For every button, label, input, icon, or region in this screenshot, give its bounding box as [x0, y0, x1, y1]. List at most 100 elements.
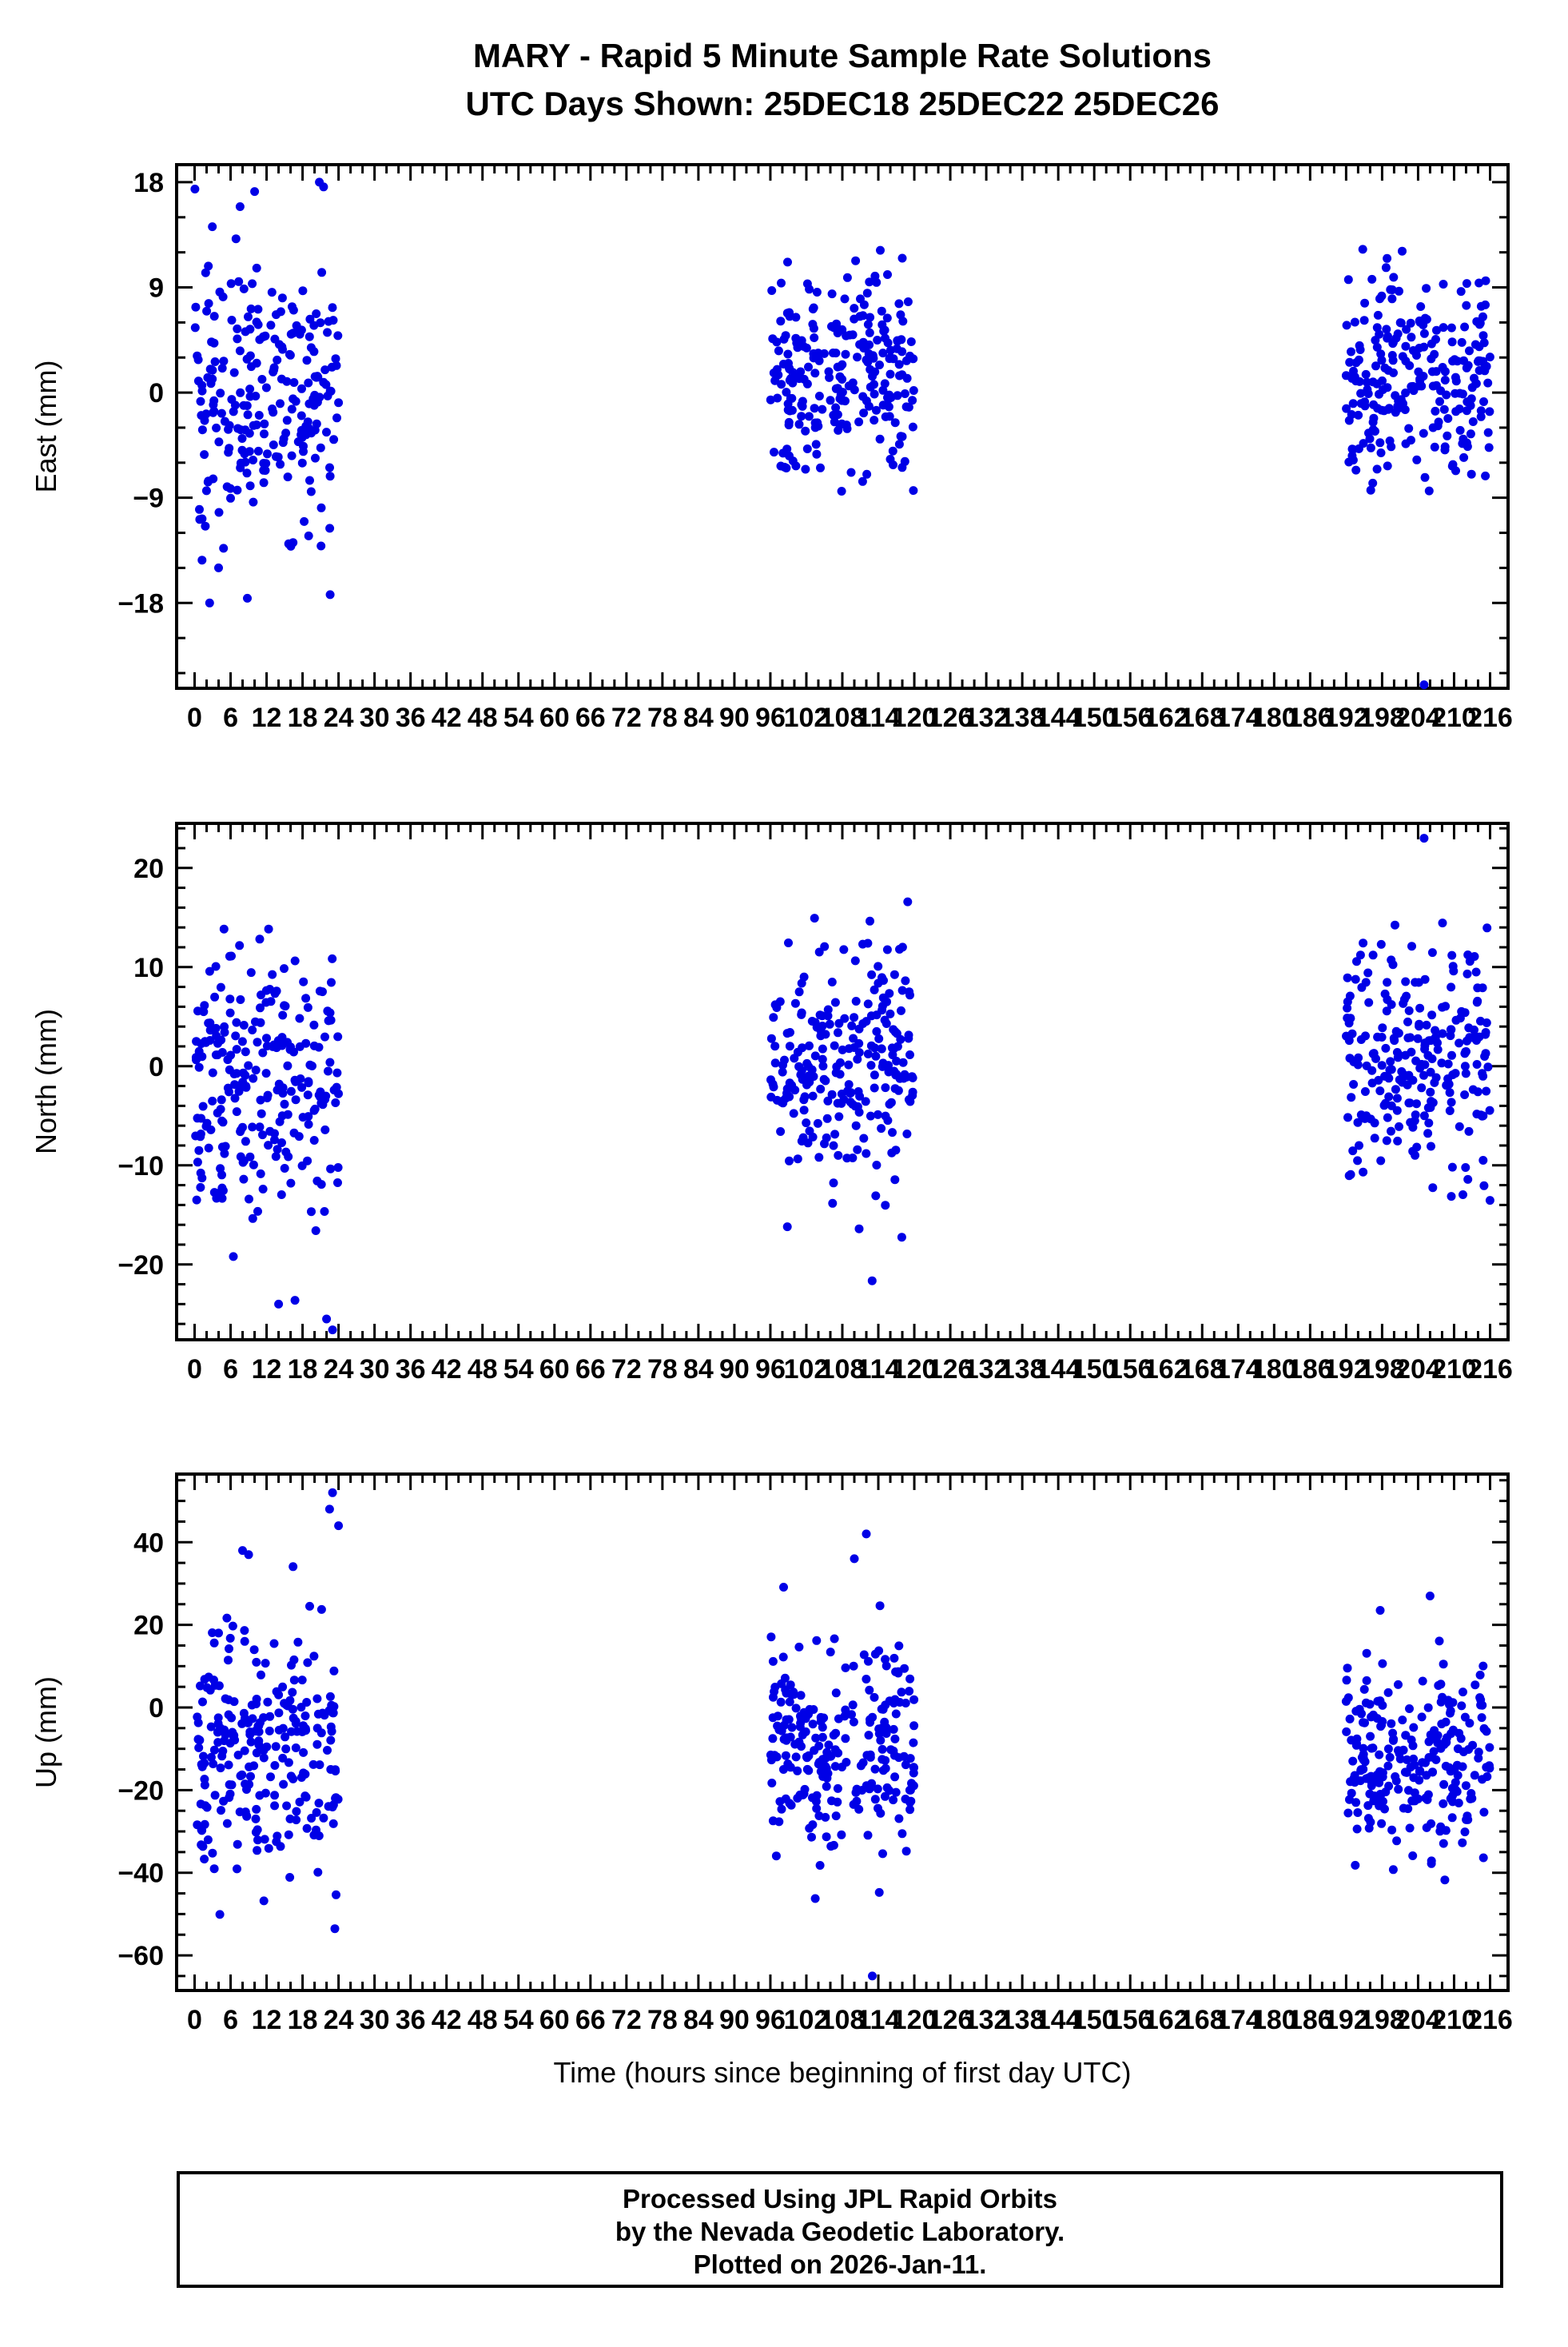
svg-text:24: 24	[324, 1354, 354, 1385]
svg-text:6: 6	[223, 1354, 238, 1385]
svg-text:42: 42	[432, 703, 462, 733]
svg-text:−10: −10	[117, 1151, 164, 1181]
svg-text:144: 144	[1036, 1354, 1081, 1385]
svg-text:36: 36	[396, 703, 426, 733]
svg-text:144: 144	[1036, 703, 1081, 733]
svg-text:48: 48	[468, 703, 498, 733]
svg-text:24: 24	[324, 703, 354, 733]
svg-text:42: 42	[432, 2005, 462, 2035]
svg-text:20: 20	[133, 1611, 164, 1641]
svg-text:204: 204	[1395, 1354, 1441, 1385]
svg-text:−20: −20	[117, 1775, 164, 1806]
svg-text:126: 126	[928, 703, 973, 733]
east-points	[190, 177, 1494, 690]
svg-text:60: 60	[539, 2005, 570, 2035]
svg-text:12: 12	[252, 2005, 282, 2035]
svg-text:40: 40	[133, 1528, 164, 1558]
svg-text:120: 120	[892, 1354, 937, 1385]
svg-text:−9: −9	[133, 484, 164, 514]
svg-text:0: 0	[187, 1354, 202, 1385]
svg-text:210: 210	[1431, 2005, 1477, 2035]
svg-text:96: 96	[755, 2005, 786, 2035]
svg-text:174: 174	[1216, 1354, 1261, 1385]
svg-text:72: 72	[611, 1354, 642, 1385]
plot-title: MARY - Rapid 5 Minute Sample Rate Soluti…	[177, 32, 1508, 128]
svg-text:108: 108	[820, 1354, 866, 1385]
svg-text:180: 180	[1252, 2005, 1297, 2035]
plot-title-line2: UTC Days Shown: 25DEC18 25DEC22 25DEC26	[465, 85, 1220, 122]
svg-text:132: 132	[964, 1354, 1009, 1385]
svg-text:9: 9	[149, 273, 164, 304]
svg-text:156: 156	[1108, 703, 1153, 733]
svg-text:126: 126	[928, 2005, 973, 2035]
svg-text:18: 18	[288, 2005, 318, 2035]
svg-text:18: 18	[288, 703, 318, 733]
svg-text:192: 192	[1323, 2005, 1369, 2035]
svg-text:138: 138	[1000, 703, 1045, 733]
svg-text:186: 186	[1287, 2005, 1333, 2035]
svg-text:0: 0	[149, 378, 164, 408]
svg-text:204: 204	[1395, 703, 1441, 733]
svg-text:120: 120	[892, 703, 937, 733]
svg-text:30: 30	[360, 1354, 390, 1385]
footer-line3: Plotted on 2026-Jan-11.	[693, 2249, 987, 2279]
svg-text:150: 150	[1072, 1354, 1117, 1385]
svg-text:162: 162	[1144, 2005, 1189, 2035]
svg-text:78: 78	[647, 703, 678, 733]
svg-text:84: 84	[683, 703, 714, 733]
svg-text:108: 108	[820, 2005, 866, 2035]
svg-text:138: 138	[1000, 2005, 1045, 2035]
footer-box: Processed Using JPL Rapid Orbits by the …	[177, 2171, 1503, 2288]
svg-text:30: 30	[360, 703, 390, 733]
svg-text:0: 0	[149, 1693, 164, 1723]
up-panel: 0 6 12 18 24 30 36 42 48 54 60 66 72 78 84 90 9610210811…	[30, 1472, 1513, 2035]
svg-text:114: 114	[857, 2005, 901, 2035]
svg-text:216: 216	[1467, 1354, 1513, 1385]
svg-text:162: 162	[1144, 1354, 1189, 1385]
svg-text:114: 114	[857, 703, 901, 733]
north-points	[191, 834, 1494, 1335]
svg-text:6: 6	[223, 2005, 238, 2035]
svg-text:30: 30	[360, 2005, 390, 2035]
svg-text:10: 10	[133, 953, 164, 983]
svg-text:132: 132	[964, 703, 1009, 733]
svg-text:186: 186	[1287, 1354, 1333, 1385]
svg-text:156: 156	[1108, 1354, 1153, 1385]
svg-text:36: 36	[396, 1354, 426, 1385]
svg-text:78: 78	[647, 1354, 678, 1385]
svg-text:150: 150	[1072, 703, 1117, 733]
svg-text:78: 78	[647, 2005, 678, 2035]
svg-text:90: 90	[719, 1354, 750, 1385]
svg-text:12: 12	[252, 1354, 282, 1385]
svg-text:186: 186	[1287, 703, 1333, 733]
svg-text:72: 72	[611, 2005, 642, 2035]
svg-text:90: 90	[719, 703, 750, 733]
svg-text:0: 0	[187, 703, 202, 733]
svg-text:168: 168	[1180, 703, 1225, 733]
svg-text:−40: −40	[117, 1859, 164, 1889]
svg-text:60: 60	[539, 1354, 570, 1385]
svg-text:12: 12	[252, 703, 282, 733]
plot-title-line1: MARY - Rapid 5 Minute Sample Rate Soluti…	[472, 37, 1212, 74]
svg-text:18: 18	[133, 168, 164, 198]
footer-line2: by the Nevada Geodetic Laboratory.	[615, 2217, 1065, 2246]
svg-text:120: 120	[892, 2005, 937, 2035]
svg-text:198: 198	[1359, 1354, 1405, 1385]
svg-text:−60: −60	[117, 1941, 164, 1971]
svg-text:96: 96	[755, 1354, 786, 1385]
svg-text:54: 54	[503, 1354, 534, 1385]
svg-text:144: 144	[1036, 2005, 1081, 2035]
svg-text:210: 210	[1431, 1354, 1477, 1385]
svg-text:60: 60	[539, 703, 570, 733]
svg-text:216: 216	[1467, 703, 1513, 733]
svg-text:42: 42	[432, 1354, 462, 1385]
svg-text:66: 66	[575, 703, 606, 733]
svg-text:72: 72	[611, 703, 642, 733]
up-axis-label: Up (mm)	[30, 1676, 62, 1788]
north-axis-label: North (mm)	[30, 1009, 62, 1154]
x-axis-label: Time (hours since beginning of first day…	[553, 2056, 1132, 2089]
svg-text:54: 54	[503, 703, 534, 733]
east-panel: 0 6 12 18 24 30 36 42 48 54 60 66 72 78 84 90 9610210811…	[30, 163, 1513, 733]
svg-text:174: 174	[1216, 2005, 1261, 2035]
